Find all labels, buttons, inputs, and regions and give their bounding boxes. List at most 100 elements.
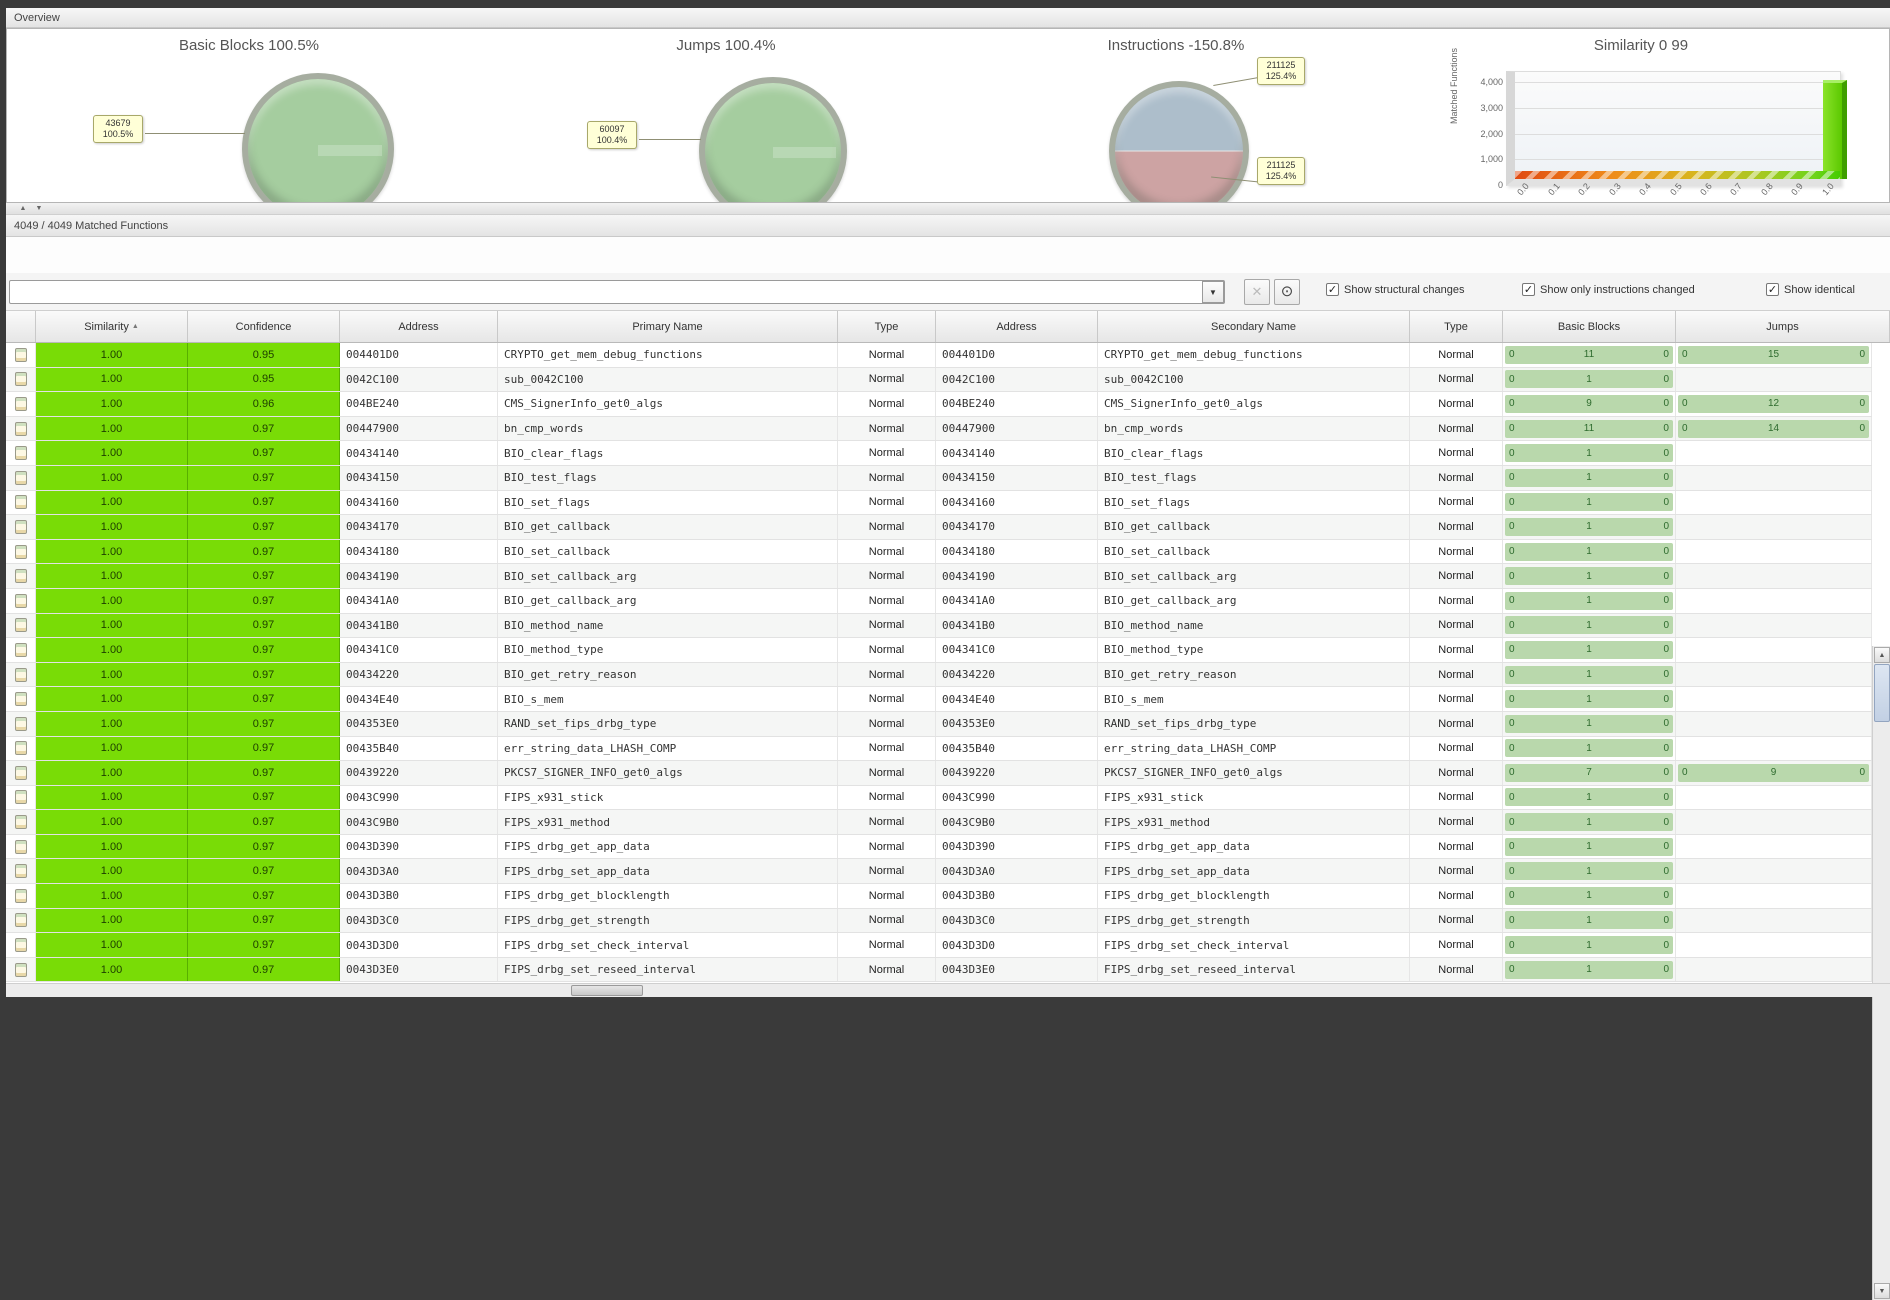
scroll-up-icon[interactable]: ▲ (1874, 647, 1890, 663)
flow-graph-icon[interactable] (14, 642, 27, 657)
table-row[interactable]: 1.00 0.97 00434190 BIO_set_callback_arg Norm… (6, 564, 1872, 589)
column-header-primary-name[interactable]: Primary Name (498, 311, 838, 342)
flow-graph-icon[interactable] (14, 815, 27, 830)
table-row[interactable]: 1.00 0.97 0043D3C0 FIPS_drbg_get_strength No… (6, 908, 1872, 934)
vertical-scrollbar[interactable]: ▲ ▼ (1872, 646, 1890, 1300)
flow-graph-icon[interactable] (14, 765, 27, 780)
flow-graph-icon[interactable] (14, 495, 27, 510)
horizontal-scrollbar-thumb[interactable] (571, 985, 643, 996)
flow-graph-icon[interactable] (14, 741, 27, 756)
column-header-confidence[interactable]: Confidence (188, 311, 340, 342)
table-row[interactable]: 1.00 0.97 0043D3E0 FIPS_drbg_set_reseed_int… (6, 957, 1872, 983)
table-row[interactable]: 1.00 0.97 004341A0 BIO_get_callback_arg Norm… (6, 588, 1872, 614)
table-row[interactable]: 1.00 0.97 0043C9B0 FIPS_x931_method Normal 00… (6, 810, 1872, 835)
jumps-bar-value-2: 0 (1859, 349, 1865, 361)
horizontal-scrollbar[interactable] (6, 983, 1890, 997)
table-row[interactable]: 1.00 0.97 0043D3B0 FIPS_drbg_get_blocklengt… (6, 884, 1872, 909)
column-header-secondary-name[interactable]: Secondary Name (1098, 311, 1410, 342)
flow-graph-icon[interactable] (14, 962, 27, 977)
instructions-pie[interactable] (1109, 81, 1249, 202)
table-row[interactable]: 1.00 0.95 004401D0 CRYPTO_get_mem_debug_fun… (6, 343, 1872, 368)
table-row[interactable]: 1.00 0.97 00434150 BIO_test_flags Normal 0043… (6, 465, 1872, 491)
flow-graph-icon[interactable] (14, 421, 27, 436)
filter-dropdown-icon[interactable]: ▼ (1202, 281, 1224, 303)
show-identical-toggle[interactable]: ✓ Show identical (1766, 283, 1855, 296)
column-header-type-primary[interactable]: Type (838, 311, 936, 342)
flow-graph-icon[interactable] (14, 913, 27, 928)
column-header-type-secondary[interactable]: Type (1410, 311, 1503, 342)
table-row[interactable]: 1.00 0.97 00434180 BIO_set_callback Normal 00… (6, 539, 1872, 565)
jumps-pie[interactable] (699, 77, 847, 202)
column-header-address-primary[interactable]: Address (340, 311, 498, 342)
table-row[interactable]: 1.00 0.97 0043C990 FIPS_x931_stick Normal 004… (6, 785, 1872, 811)
filter-input[interactable] (9, 280, 1225, 304)
table-row[interactable]: 1.00 0.97 00434170 BIO_get_callback Normal 00… (6, 515, 1872, 540)
flow-graph-icon[interactable] (14, 519, 27, 534)
column-header-address-secondary[interactable]: Address (936, 311, 1098, 342)
primary-name-cell: FIPS_drbg_get_blocklength (498, 884, 838, 908)
table-row[interactable]: 1.00 0.97 0043D3A0 FIPS_drbg_set_app_data No… (6, 859, 1872, 885)
flow-graph-icon[interactable] (14, 569, 27, 584)
flow-graph-icon[interactable] (14, 839, 27, 854)
flow-graph-icon[interactable] (14, 347, 27, 362)
column-header-jumps[interactable]: Jumps (1676, 311, 1890, 342)
similarity-plot-area[interactable]: 0 1,000 2,000 3,000 4,000 (1480, 71, 1847, 190)
flow-graph-icon[interactable] (14, 593, 27, 608)
flow-graph-icon[interactable] (14, 667, 27, 682)
flow-graph-icon[interactable] (14, 396, 27, 411)
row-icon-cell (6, 588, 36, 613)
checkbox-icon[interactable]: ✓ (1766, 283, 1779, 296)
table-row[interactable]: 1.00 0.97 004341C0 BIO_method_type Normal 004… (6, 638, 1872, 663)
basic-blocks-bar-value-0: 0 (1509, 939, 1515, 951)
jumps-bar: 0 14 0 (1678, 419, 1869, 438)
table-row[interactable]: 1.00 0.97 004353E0 RAND_set_fips_drbg_type N… (6, 711, 1872, 737)
table-row[interactable]: 1.00 0.97 00434E40 BIO_s_mem Normal 00434E40 B… (6, 687, 1872, 712)
checkbox-icon[interactable]: ✓ (1326, 283, 1339, 296)
flow-graph-icon[interactable] (14, 470, 27, 485)
flow-graph-icon[interactable] (14, 888, 27, 903)
flow-graph-icon[interactable] (14, 864, 27, 879)
table-row[interactable]: 1.00 0.97 00434160 BIO_set_flags Normal 00434… (6, 490, 1872, 516)
secondary-address-cell: 00434180 (936, 539, 1098, 564)
flow-graph-icon[interactable] (14, 446, 27, 461)
flow-graph-icon[interactable] (14, 716, 27, 731)
primary-name-cell: FIPS_x931_method (498, 810, 838, 834)
show-structural-changes-toggle[interactable]: ✓ Show structural changes (1326, 283, 1464, 296)
scroll-down-icon[interactable]: ▼ (1874, 1283, 1890, 1299)
flow-graph-icon[interactable] (14, 938, 27, 953)
column-header-icon[interactable] (6, 311, 36, 342)
vertical-scrollbar-thumb[interactable] (1874, 664, 1890, 722)
secondary-address-cell: 00434150 (936, 465, 1098, 490)
column-header-basic-blocks[interactable]: Basic Blocks (1503, 311, 1676, 342)
table-row[interactable]: 1.00 0.97 0043D390 FIPS_drbg_get_app_data No… (6, 834, 1872, 860)
table-row[interactable]: 1.00 0.97 00447900 bn_cmp_words Normal 004479… (6, 416, 1872, 442)
show-only-instructions-changed-toggle[interactable]: ✓ Show only instructions changed (1522, 283, 1695, 296)
flow-graph-icon[interactable] (14, 618, 27, 633)
panel-splitter[interactable]: ▲ ▼ (6, 203, 1890, 215)
basic-blocks-cell: 0 1 0 (1503, 539, 1676, 564)
similarity-bar-1.0[interactable] (1822, 79, 1847, 179)
flow-graph-icon[interactable] (14, 544, 27, 559)
table-row[interactable]: 1.00 0.96 004BE240 CMS_SignerInfo_get0_algs… (6, 392, 1872, 417)
flow-graph-icon[interactable] (14, 790, 27, 805)
splitter-collapse-down-icon[interactable]: ▼ (35, 205, 43, 212)
basic-blocks-pie[interactable] (242, 73, 394, 202)
basic-blocks-bar-value-0: 0 (1509, 447, 1515, 459)
table-row[interactable]: 1.00 0.97 00434220 BIO_get_retry_reason Norm… (6, 662, 1872, 688)
clear-filter-button[interactable]: ✕ (1244, 279, 1270, 305)
table-row[interactable]: 1.00 0.97 0043D3D0 FIPS_drbg_set_check_inte… (6, 933, 1872, 958)
secondary-name-cell: BIO_set_callback (1098, 539, 1410, 564)
similarity-cell: 1.00 (36, 564, 188, 588)
flow-graph-icon[interactable] (14, 692, 27, 707)
checkbox-icon[interactable]: ✓ (1522, 283, 1535, 296)
table-row[interactable]: 1.00 0.95 0042C100 sub_0042C100 Normal 0042C1… (6, 367, 1872, 393)
column-header-similarity[interactable]: Similarity ▲ (36, 311, 188, 342)
secondary-name-cell: CRYPTO_get_mem_debug_functions (1098, 343, 1410, 367)
flow-graph-icon[interactable] (14, 372, 27, 387)
splitter-collapse-up-icon[interactable]: ▲ (19, 205, 27, 212)
table-row[interactable]: 1.00 0.97 00434140 BIO_clear_flags Normal 004… (6, 441, 1872, 466)
table-row[interactable]: 1.00 0.97 00435B40 err_string_data_LHASH_CO… (6, 736, 1872, 762)
filter-options-button[interactable]: ⊙ (1274, 279, 1300, 305)
table-row[interactable]: 1.00 0.97 004341B0 BIO_method_name Normal 004… (6, 613, 1872, 639)
table-row[interactable]: 1.00 0.97 00439220 PKCS7_SIGNER_INFO_get0_a… (6, 761, 1872, 786)
